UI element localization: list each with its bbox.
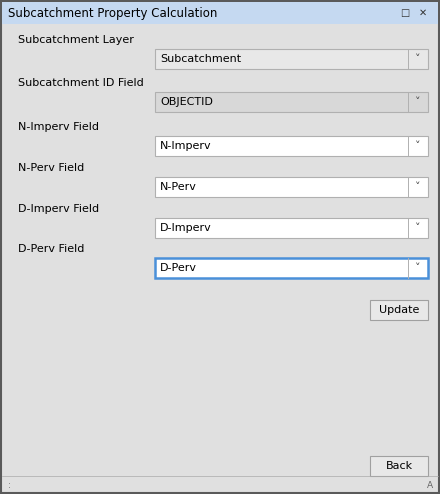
Text: Back: Back — [385, 461, 413, 471]
Text: ˅: ˅ — [415, 141, 421, 151]
Text: A: A — [427, 481, 433, 490]
Text: D-Perv: D-Perv — [160, 263, 197, 273]
Text: D-Imperv Field: D-Imperv Field — [18, 204, 99, 214]
FancyBboxPatch shape — [155, 92, 428, 112]
Text: ˅: ˅ — [415, 54, 421, 64]
Text: N-Imperv: N-Imperv — [160, 141, 212, 151]
FancyBboxPatch shape — [155, 218, 428, 238]
Text: N-Imperv Field: N-Imperv Field — [18, 122, 99, 132]
Text: N-Perv Field: N-Perv Field — [18, 163, 84, 173]
FancyBboxPatch shape — [155, 49, 428, 69]
Text: □: □ — [400, 8, 410, 18]
Text: ˅: ˅ — [415, 182, 421, 192]
Text: :: : — [8, 481, 11, 490]
FancyBboxPatch shape — [370, 456, 428, 476]
FancyBboxPatch shape — [155, 136, 428, 156]
FancyBboxPatch shape — [155, 258, 428, 278]
FancyBboxPatch shape — [370, 300, 428, 320]
Text: ˅: ˅ — [415, 97, 421, 107]
FancyBboxPatch shape — [155, 177, 428, 197]
Text: D-Imperv: D-Imperv — [160, 223, 212, 233]
Text: N-Perv: N-Perv — [160, 182, 197, 192]
Text: Subcatchment: Subcatchment — [160, 54, 241, 64]
Text: ✕: ✕ — [419, 8, 427, 18]
Text: Subcatchment ID Field: Subcatchment ID Field — [18, 78, 144, 88]
Text: ˅: ˅ — [415, 263, 421, 273]
FancyBboxPatch shape — [2, 2, 438, 24]
Text: ˅: ˅ — [415, 223, 421, 233]
Text: D-Perv Field: D-Perv Field — [18, 244, 84, 254]
Text: Update: Update — [379, 305, 419, 315]
Text: OBJECTID: OBJECTID — [160, 97, 213, 107]
Text: Subcatchment Property Calculation: Subcatchment Property Calculation — [8, 6, 217, 19]
Text: Subcatchment Layer: Subcatchment Layer — [18, 35, 134, 45]
